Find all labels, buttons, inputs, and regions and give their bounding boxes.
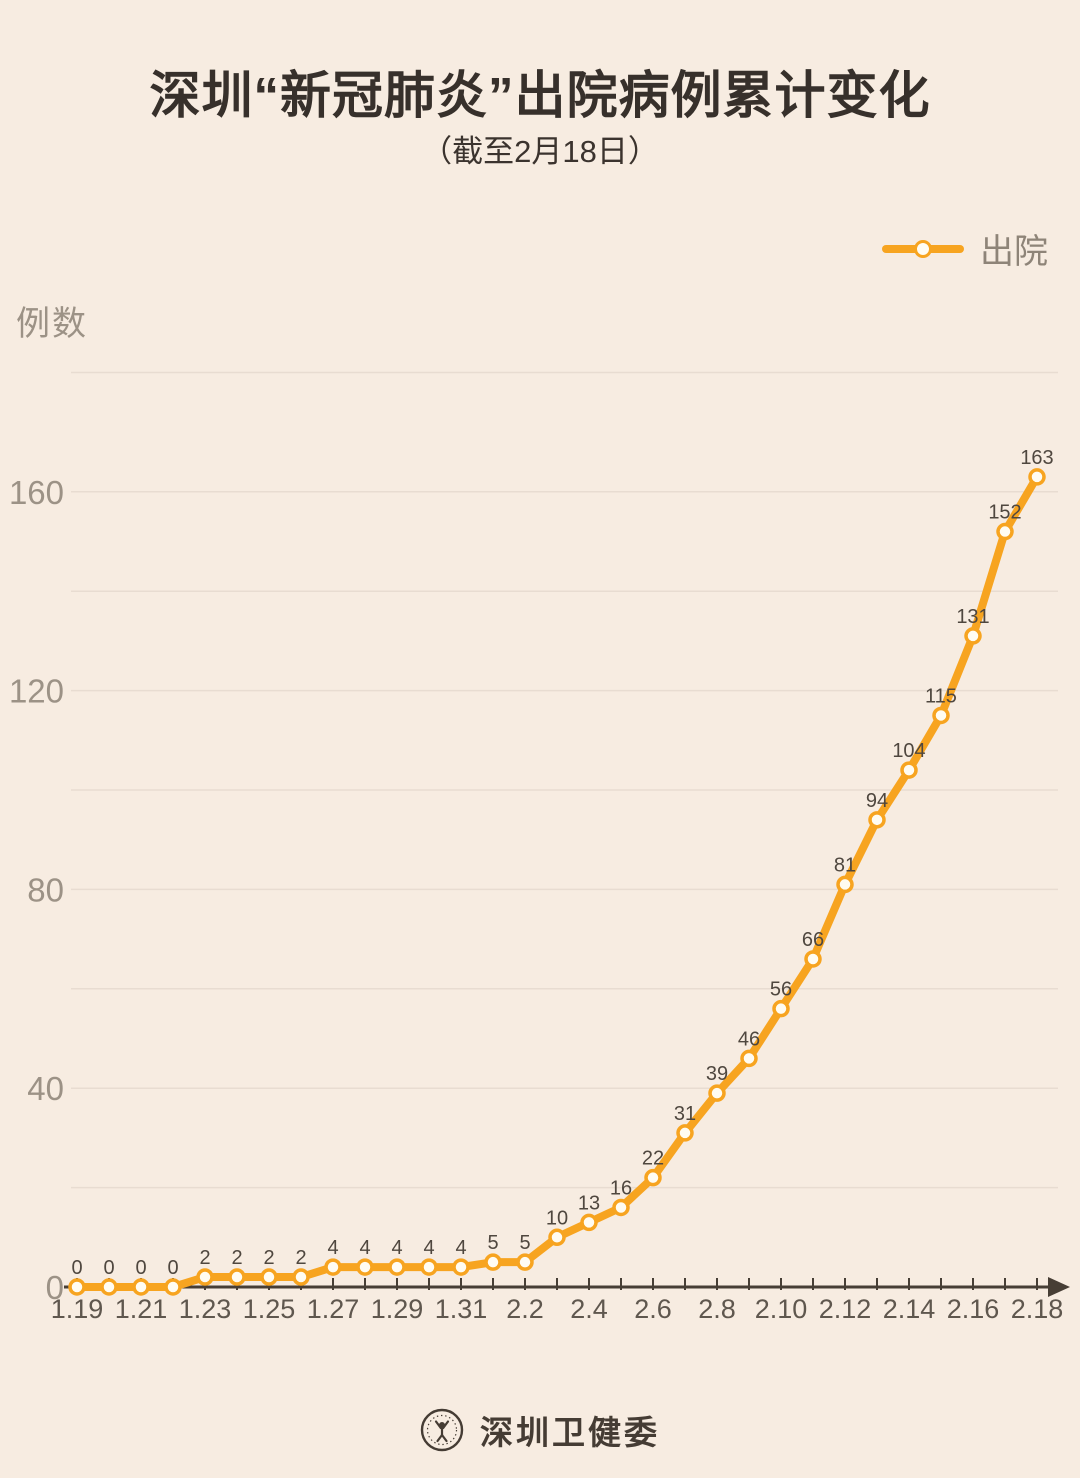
data-point-label: 39 <box>706 1063 728 1085</box>
data-point-marker <box>1028 468 1046 486</box>
health-commission-logo-icon <box>420 1408 464 1452</box>
data-point-label: 94 <box>866 790 888 812</box>
x-axis-label: 1.29 <box>371 1294 424 1324</box>
x-axis-label: 2.4 <box>570 1294 608 1324</box>
chart-title: 深圳“新冠肺炎”出院病例累计变化 <box>149 67 931 124</box>
data-point-label: 0 <box>167 1257 178 1279</box>
data-point-label: 0 <box>71 1257 82 1279</box>
data-point-marker <box>420 1258 438 1276</box>
data-point-marker <box>324 1258 342 1276</box>
data-point-marker <box>868 811 886 829</box>
chart-subtitle: （截至2月18日） <box>421 134 659 169</box>
data-point-marker <box>484 1253 502 1271</box>
x-axis-label: 2.12 <box>819 1294 872 1324</box>
data-point-label: 2 <box>263 1247 274 1269</box>
data-point-marker <box>932 706 950 725</box>
data-point-label: 31 <box>674 1103 696 1125</box>
data-point-label: 163 <box>1020 447 1053 469</box>
x-axis-label: 2.6 <box>634 1294 672 1324</box>
data-point-marker <box>548 1228 566 1247</box>
data-point-label: 10 <box>546 1207 568 1229</box>
data-point-label: 56 <box>770 979 792 1001</box>
x-axis-label: 1.21 <box>115 1294 168 1324</box>
x-axis-arrow-icon <box>1048 1277 1070 1297</box>
x-axis-label: 1.19 <box>51 1294 104 1324</box>
data-point-marker <box>644 1168 662 1187</box>
data-point-label: 13 <box>578 1192 600 1214</box>
data-point-marker <box>580 1213 598 1232</box>
data-point-label: 152 <box>988 502 1021 524</box>
x-axis-label: 1.23 <box>179 1294 232 1324</box>
data-point-label: 4 <box>423 1237 434 1259</box>
data-point-marker <box>100 1278 118 1296</box>
x-axis-label: 1.25 <box>243 1294 296 1324</box>
legend-label: 出院 <box>980 233 1048 271</box>
footer-org-name: 深圳卫健委 <box>480 1414 660 1451</box>
data-point-marker <box>676 1124 694 1142</box>
data-point-label: 2 <box>231 1247 242 1269</box>
data-point-label: 5 <box>519 1232 530 1254</box>
legend-dot-icon <box>914 239 932 258</box>
data-point-marker <box>772 999 790 1018</box>
data-point-label: 66 <box>802 929 824 951</box>
data-point-label: 4 <box>455 1237 466 1259</box>
data-point-marker <box>292 1268 310 1286</box>
data-point-label: 4 <box>327 1237 338 1259</box>
discharged-series-line <box>73 472 1041 1291</box>
data-point-marker <box>196 1268 214 1286</box>
data-point-label: 22 <box>642 1148 664 1170</box>
data-point-marker <box>804 950 822 968</box>
data-point-marker <box>452 1258 470 1276</box>
data-point-marker <box>964 627 982 645</box>
data-point-marker <box>516 1253 534 1271</box>
x-axis-label: 2.10 <box>755 1294 808 1324</box>
data-point-label: 0 <box>135 1257 146 1279</box>
y-axis-tick-label: 40 <box>27 1070 64 1107</box>
x-axis-label: 2.8 <box>698 1294 736 1324</box>
data-point-label: 0 <box>103 1257 114 1279</box>
data-point-marker <box>900 761 918 779</box>
y-axis-tick-label: 160 <box>9 474 64 511</box>
legend-line-marker-icon <box>882 239 964 258</box>
data-point-marker <box>996 522 1014 541</box>
data-point-marker <box>388 1258 406 1276</box>
y-axis-tick-label: 0 <box>46 1269 64 1306</box>
data-point-label: 104 <box>892 740 925 762</box>
data-point-label: 46 <box>738 1028 760 1050</box>
data-point-marker <box>260 1268 278 1286</box>
data-point-label: 131 <box>956 606 989 628</box>
data-point-label: 16 <box>610 1177 632 1199</box>
footer: 深圳卫健委 <box>0 1406 1080 1454</box>
data-point-label: 2 <box>295 1247 306 1269</box>
data-point-marker <box>228 1268 246 1286</box>
data-point-label: 115 <box>925 685 957 707</box>
x-axis-label: 1.31 <box>435 1294 488 1324</box>
data-point-marker <box>132 1278 150 1296</box>
data-point-marker <box>356 1258 374 1276</box>
x-axis-label: 2.2 <box>506 1294 544 1324</box>
x-axis-label: 1.27 <box>307 1294 360 1324</box>
data-point-marker <box>708 1084 726 1102</box>
data-point-label: 5 <box>487 1232 498 1254</box>
data-point-label: 81 <box>834 854 856 876</box>
data-point-label: 2 <box>199 1247 210 1269</box>
x-axis-label: 2.18 <box>1011 1294 1064 1324</box>
y-axis-tick-label: 80 <box>27 871 64 908</box>
data-point-marker <box>740 1049 758 1068</box>
data-point-label: 4 <box>359 1237 370 1259</box>
data-point-marker <box>836 875 854 894</box>
y-axis-title: 例数 <box>16 305 88 343</box>
x-axis-label: 2.14 <box>883 1294 936 1324</box>
data-point-label: 4 <box>391 1237 402 1259</box>
x-axis-label: 2.16 <box>947 1294 1000 1324</box>
data-point-marker <box>612 1198 630 1217</box>
y-axis-tick-label: 120 <box>9 673 64 710</box>
data-point-marker <box>68 1278 86 1296</box>
legend-item-discharged[interactable]: 出院 <box>882 224 1048 273</box>
data-point-marker <box>164 1278 182 1296</box>
